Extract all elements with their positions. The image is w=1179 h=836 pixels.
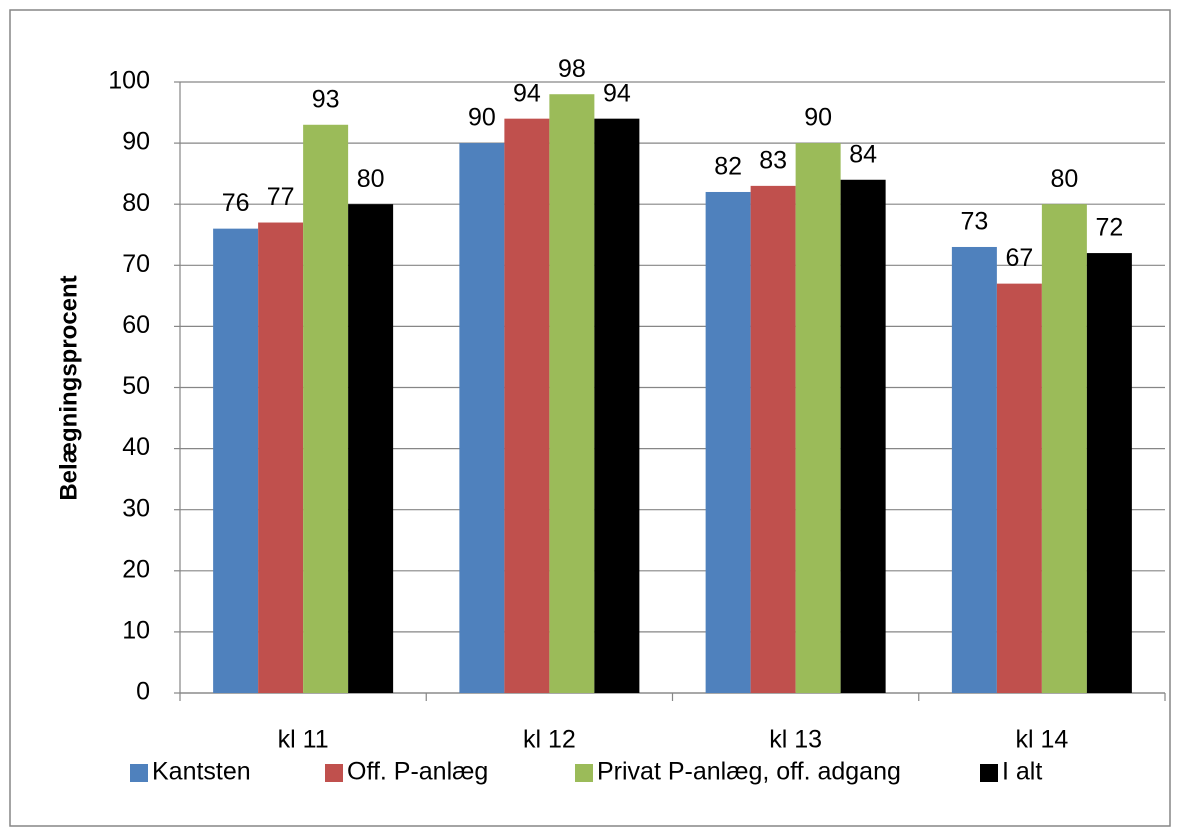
bar (996, 283, 1042, 693)
bar (750, 185, 796, 693)
y-tick-label: 10 (122, 617, 150, 645)
legend-swatch (325, 764, 343, 782)
data-label: 98 (558, 55, 586, 83)
data-label: 73 (960, 208, 988, 236)
data-label: 67 (1005, 244, 1033, 272)
bar (795, 143, 841, 694)
y-tick-label: 80 (122, 189, 150, 217)
legend-label: Privat P-anlæg, off. adgang (597, 758, 901, 786)
data-label: 72 (1095, 214, 1123, 242)
bar (213, 228, 259, 693)
data-label: 80 (357, 165, 385, 193)
data-label: 82 (714, 153, 742, 181)
bar (258, 222, 304, 693)
data-label: 83 (759, 146, 787, 174)
bar (459, 143, 505, 694)
bar (840, 179, 886, 693)
bar (705, 191, 751, 694)
data-label: 84 (849, 140, 877, 168)
y-tick-label: 20 (122, 555, 150, 583)
x-tick-label: kl 13 (769, 726, 822, 754)
x-tick-label: kl 11 (278, 726, 329, 754)
bar (303, 124, 349, 693)
y-tick-label: 50 (122, 372, 150, 400)
legend-swatch (130, 764, 148, 782)
data-label: 90 (468, 104, 496, 132)
bar (348, 204, 394, 693)
legend-label: Off. P-anlæg (347, 758, 488, 786)
y-tick-label: 30 (122, 494, 150, 522)
legend-swatch (980, 764, 998, 782)
y-tick-label: 90 (122, 128, 150, 156)
y-tick-label: 0 (136, 678, 150, 706)
bar (549, 94, 595, 694)
legend-label: I alt (1002, 758, 1042, 786)
y-tick-label: 60 (122, 311, 150, 339)
legend-label: Kantsten (152, 758, 251, 786)
data-label: 90 (804, 104, 832, 132)
data-label: 77 (267, 183, 295, 211)
bar (951, 246, 997, 693)
bar (504, 118, 550, 693)
bar (1041, 204, 1087, 693)
bar (1086, 253, 1132, 693)
y-axis-label: Belægningsprocent (55, 275, 82, 500)
x-tick-label: kl 12 (523, 726, 576, 754)
data-label: 76 (222, 189, 250, 217)
data-label: 93 (312, 85, 340, 113)
data-label: 94 (513, 79, 541, 107)
x-tick-label: kl 14 (1015, 726, 1068, 754)
y-tick-label: 100 (108, 67, 150, 95)
legend-swatch (575, 764, 593, 782)
y-tick-label: 40 (122, 433, 150, 461)
data-label: 80 (1050, 165, 1078, 193)
data-label: 94 (603, 79, 631, 107)
y-tick-label: 70 (122, 250, 150, 278)
bar (594, 118, 640, 693)
